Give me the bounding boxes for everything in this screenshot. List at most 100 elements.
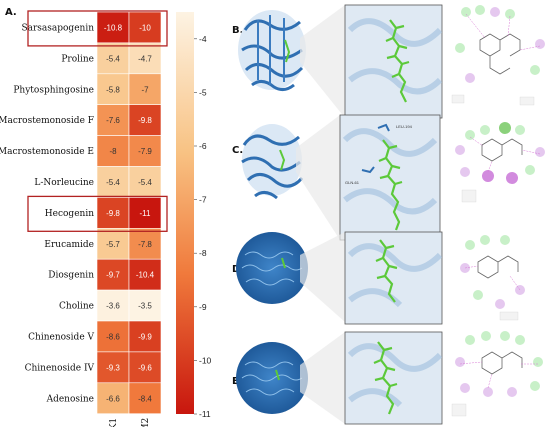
heatmap-cell-value: -9.9 (138, 332, 152, 341)
heatmap-cell-value: -5.4 (106, 178, 120, 187)
highlight-box (27, 10, 168, 47)
heatmap-cell-value: -9.6 (138, 363, 152, 372)
zoom-wedge-c (296, 115, 340, 240)
heatmap-cell (128, 104, 162, 136)
heatmap-row-label: Proline (61, 54, 94, 64)
panel-d (236, 231, 525, 325)
heatmap-row-label: Erucamide (44, 240, 94, 250)
heatmap-cell (128, 135, 162, 167)
heatmap-cell-value: -3.6 (106, 302, 120, 311)
heatmap-cell-value: -7 (141, 85, 149, 94)
heatmap-cell-value: -10.8 (104, 23, 123, 32)
panel-e (236, 331, 543, 425)
heatmap-cell-value: -4.7 (138, 54, 152, 63)
heatmap-cell (96, 289, 130, 322)
heatmap-cell-value: -9.3 (106, 363, 120, 372)
heatmap-cell (128, 166, 162, 198)
heatmap-cell-value: -6.6 (106, 394, 120, 403)
heatmap-row-label: Macrostemonoside F (0, 116, 94, 126)
colorbar (176, 12, 194, 414)
heatmap-cell (128, 351, 162, 384)
heatmap-cell (128, 258, 162, 291)
heatmap-cell-value: -3.5 (138, 302, 152, 311)
interaction-diagram-e (451, 331, 543, 417)
zoom-wedge-d (300, 232, 345, 322)
heatmap-cell-value: -9.7 (106, 271, 120, 280)
colorbar-ticks: -4 -5 -6 -7 -8 -9 -10 -11 (194, 34, 212, 419)
heatmap-row-label: Phytosphingosine (13, 85, 94, 95)
heatmap-row-labels: Sarsasapogenin Proline Phytosphingosine Mac… (0, 23, 95, 404)
ligand-e (373, 341, 398, 415)
protein-overview-b (238, 10, 306, 92)
colorbar-tick-label: -10 (199, 355, 212, 365)
heatmap-row-label: Macrostemonoside E (0, 147, 94, 157)
heatmap-column-label: PDK1 (109, 418, 119, 427)
heatmap-cell (128, 11, 162, 44)
heatmap-cell-value: -10 (139, 23, 151, 32)
heatmap: -10.8 -10 -5.4 -4.7 -5.8 -7 -7.6 -9.8 -8 -7.9 -5.4… (96, 11, 162, 414)
heatmap-cell-value: -9.8 (106, 209, 120, 218)
heatmap-row-label: L-Norleucine (34, 178, 94, 188)
heatmap-row-label: Choline (59, 302, 94, 312)
heatmap-cell (96, 11, 130, 44)
heatmap-cell-value: -7.6 (106, 116, 120, 125)
protein-overview-e (236, 342, 308, 414)
colorbar-tick-label: -9 (199, 302, 207, 312)
heatmap-cell (96, 320, 130, 353)
protein-overview-d (236, 232, 308, 304)
heatmap-row-label: Adenosine (46, 394, 94, 404)
heatmap-cell (128, 382, 162, 414)
highlight-box (27, 195, 168, 232)
heatmap-cell-value: -9.8 (138, 116, 152, 125)
heatmap-cell-value: -8.6 (106, 332, 120, 341)
heatmap-row-label: Chinenoside V (28, 332, 94, 342)
heatmap-cell (96, 42, 130, 75)
heatmap-column-labels: PDK1 PKM2 (109, 418, 151, 427)
colorbar-tick-label: -6 (199, 141, 207, 151)
heatmap-cell-value: -11 (140, 209, 152, 218)
heatmap-cell (96, 351, 130, 384)
panel-label-a: A. (5, 7, 17, 18)
panel-label-b: B. (232, 25, 243, 36)
residue-label-leu: LEU-194 (396, 124, 413, 129)
interaction-diagram-b (451, 5, 545, 106)
heatmap-row-label: Sarsasapogenin (21, 23, 94, 33)
ligand-b (385, 19, 410, 103)
heatmap-row-label: Hecogenin (45, 209, 94, 219)
heatmap-cell-value: -7.8 (138, 240, 152, 249)
colorbar-tick-label: -5 (199, 87, 207, 97)
heatmap-cell-value: -8 (109, 147, 117, 156)
heatmap-cell (128, 228, 162, 260)
panel-c: LEU-194 GLN-61 (241, 114, 545, 241)
colorbar-tick-label: -11 (199, 409, 211, 419)
heatmap-cell-value: -5.4 (106, 54, 120, 63)
ligand-c (378, 139, 403, 231)
residue-label-gln: GLN-61 (345, 180, 360, 185)
heatmap-cell (128, 197, 162, 229)
protein-overview-c (241, 124, 304, 200)
heatmap-cell-value: -7.9 (138, 147, 152, 156)
heatmap-cell (128, 320, 162, 353)
heatmap-cell-value: -5.7 (106, 240, 120, 249)
heatmap-cell-value: -5.4 (138, 178, 152, 187)
ligand-d (375, 239, 398, 303)
zoom-wedge-b (300, 5, 345, 118)
heatmap-cell-value: -10.4 (136, 271, 155, 280)
colorbar-tick-label: -4 (199, 34, 207, 44)
heatmap-cell (96, 382, 130, 414)
heatmap-row-label: Chinenoside IV (25, 363, 95, 373)
heatmap-cell (128, 289, 162, 322)
panel-b (238, 4, 545, 119)
panel-label-c: C. (232, 145, 243, 156)
heatmap-cell-value: -8.4 (138, 394, 152, 403)
interaction-diagram-c (455, 122, 545, 203)
heatmap-cell-value: -5.8 (106, 85, 120, 94)
heatmap-cell (128, 73, 162, 106)
heatmap-row-label: Diosgenin (48, 271, 94, 281)
zoom-wedge-e (300, 332, 345, 424)
colorbar-tick-label: -7 (199, 195, 207, 205)
heatmap-column-label: PKM2 (141, 418, 151, 427)
heatmap-cell (128, 42, 162, 75)
interaction-diagram-d (460, 235, 525, 321)
